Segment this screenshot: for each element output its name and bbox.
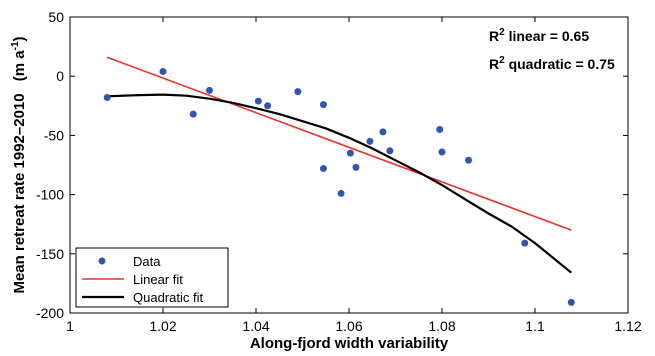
legend-data-marker [98, 257, 106, 265]
x-tick-label: 1.02 [149, 318, 176, 334]
y-tick-label: -150 [36, 246, 64, 262]
data-point [521, 239, 529, 247]
y-tick-label: -200 [36, 305, 64, 321]
x-tick-label: 1.06 [335, 318, 362, 334]
legend-data-label: Data [133, 254, 161, 269]
y-axis-title-main: Mean retreat rate 1992–2010 [11, 93, 28, 293]
data-points-layer [103, 67, 575, 306]
data-point [319, 101, 327, 109]
data-point [103, 94, 111, 102]
data-point [465, 156, 473, 164]
legend: Data Linear fit Quadratic fit [75, 247, 229, 308]
annotation-r2-quadratic-sup: 2 [499, 55, 505, 66]
y-axis-title-unit-prefix: (m a [11, 50, 28, 82]
data-point [436, 125, 444, 133]
legend-linear-fit-label: Linear fit [133, 272, 183, 287]
data-point [379, 128, 387, 136]
linear-fit-line [106, 56, 572, 231]
y-axis-title-unit-suffix: ) [11, 36, 28, 41]
data-point [206, 86, 213, 94]
x-tick-label: 1 [66, 318, 74, 334]
x-tick-label: 1.04 [242, 318, 269, 334]
data-point [254, 97, 262, 105]
annotation-r2-quadratic-rest: quadratic = 0.75 [505, 56, 615, 72]
fit-lines-layer [106, 56, 572, 274]
data-point [337, 189, 345, 197]
annotation-r2-linear-sup: 2 [499, 27, 505, 38]
x-axis-title: Along-fjord width variability [250, 335, 449, 352]
x-tick-label: 1.12 [614, 318, 641, 334]
x-tick-label: 1.1 [525, 318, 545, 334]
data-point [438, 148, 446, 156]
y-tick-label: -100 [36, 187, 64, 203]
data-point [346, 149, 354, 157]
data-point [264, 102, 272, 110]
quadratic-fit-line [107, 93, 572, 274]
x-tick-label: 1.08 [428, 318, 455, 334]
svg-text:Mean retreat rate 1992–2010: Mean retreat rate 1992–2010 (m a-1) [10, 36, 28, 293]
data-point [159, 67, 167, 75]
data-point [294, 88, 302, 96]
ticks-layer: 1 1.02 1.04 1.06 1.08 1.1 1.12 50 0 -50 -100 -150 -2… [36, 9, 642, 334]
y-tick-label: 0 [56, 68, 64, 84]
data-point [352, 163, 360, 171]
annotation-r2-quadratic: R2 quadratic = 0.75 [489, 55, 615, 72]
y-tick-label: -50 [44, 127, 64, 143]
annotation-r2-linear-rest: linear = 0.65 [505, 28, 590, 44]
y-axis-title: Mean retreat rate 1992–2010 (m a-1) [10, 36, 28, 293]
annotation-r2-linear-base: R [489, 28, 499, 44]
data-point [319, 165, 327, 173]
legend-quadratic-fit-label: Quadratic fit [133, 290, 203, 305]
data-point [567, 298, 575, 306]
annotation-r2-linear: R2 linear = 0.65 [489, 27, 589, 44]
y-axis-title-unit-exp: -1 [10, 41, 21, 50]
data-point [189, 110, 197, 118]
annotation-r2-quadratic-base: R [489, 56, 499, 72]
data-point [386, 147, 394, 155]
y-tick-label: 50 [48, 9, 64, 25]
data-point [366, 137, 374, 145]
